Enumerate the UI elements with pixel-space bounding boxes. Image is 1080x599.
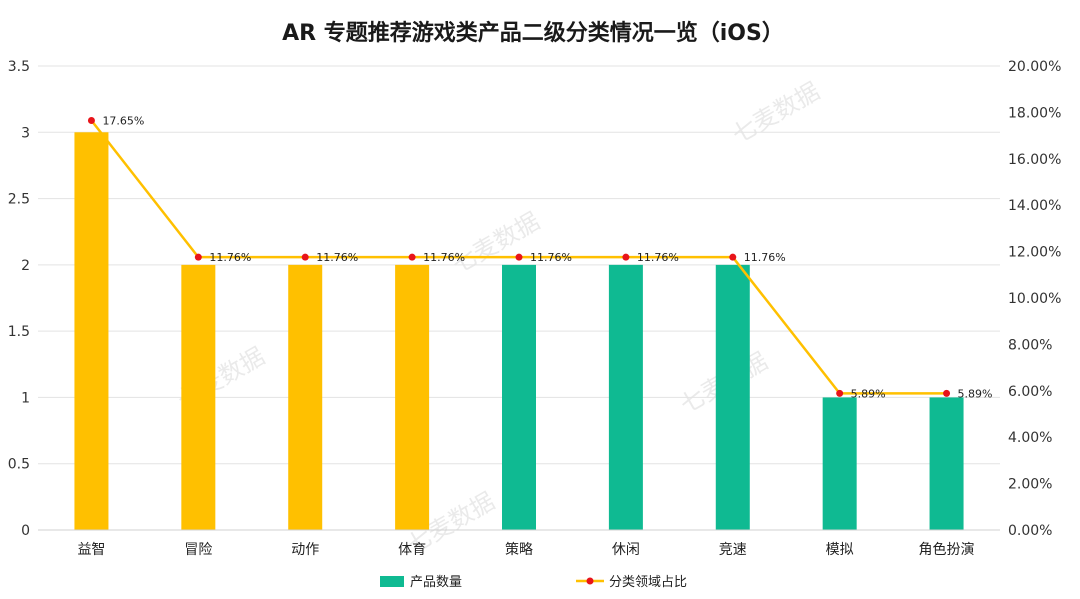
right-tick-label: 2.00% (1008, 477, 1052, 493)
data-label: 11.76% (637, 251, 679, 264)
right-tick-label: 4.00% (1008, 430, 1052, 446)
data-label: 5.89% (958, 387, 993, 400)
line-series: 17.65% 11.76% 11.76% 11.76% 11.76% 11.76% 11.7… (87, 115, 993, 400)
bar-策略 (502, 264, 536, 530)
bar-休闲 (608, 264, 643, 530)
data-label: 11.76% (744, 251, 786, 264)
line-marker (943, 389, 951, 397)
left-axis: 0 0.5 1 1.5 2 2.5 3 3.5 (8, 59, 30, 539)
right-tick-label: 6.00% (1008, 384, 1052, 400)
left-tick-label: 0 (21, 523, 30, 539)
left-tick-label: 3.5 (8, 59, 30, 75)
legend-line-label: 分类领域占比 (609, 575, 687, 590)
line-marker (622, 253, 630, 261)
left-tick-label: 1.5 (8, 324, 30, 340)
category-label: 竞速 (719, 541, 747, 558)
left-tick-label: 0.5 (8, 457, 30, 473)
right-tick-label: 16.00% (1008, 152, 1061, 168)
right-tick-label: 14.00% (1008, 198, 1061, 214)
category-label: 冒险 (184, 542, 212, 558)
category-label: 益智 (77, 542, 105, 558)
right-tick-label: 8.00% (1008, 337, 1052, 353)
bar-series (74, 132, 964, 531)
line-marker (515, 253, 523, 261)
legend: 产品数量 分类领域占比 (380, 575, 687, 590)
right-tick-label: 20.00% (1008, 59, 1061, 75)
bar-体育 (395, 264, 430, 530)
bar-模拟 (822, 397, 857, 530)
right-tick-label: 18.00% (1008, 105, 1061, 121)
legend-bar-swatch (380, 576, 404, 587)
category-label: 策略 (505, 541, 533, 558)
x-axis: 益智 冒险 动作 体育 策略 休闲 竞速 模拟 角色扮演 (38, 529, 1000, 558)
right-axis: 0.00% 2.00% 4.00% 6.00% 8.00% 10.00% 12.00% 14.… (1008, 59, 1061, 539)
bar-竞速 (715, 264, 750, 530)
line-marker (836, 389, 844, 397)
left-tick-label: 2.5 (8, 192, 30, 208)
bar-冒险 (181, 264, 216, 530)
right-tick-label: 0.00% (1008, 523, 1052, 539)
data-label: 5.89% (851, 387, 886, 400)
left-tick-label: 2 (21, 258, 30, 274)
data-label: 11.76% (209, 251, 251, 264)
data-label: 11.76% (530, 251, 572, 264)
left-tick-label: 1 (21, 390, 30, 406)
bar-动作 (288, 264, 323, 530)
bar-益智 (74, 132, 109, 531)
line-marker (87, 117, 95, 125)
right-tick-label: 10.00% (1008, 291, 1061, 307)
line-marker (194, 253, 202, 261)
data-label: 17.65% (102, 115, 144, 128)
left-tick-label: 3 (21, 125, 30, 141)
category-label: 模拟 (826, 542, 854, 558)
bar-角色扮演 (929, 397, 964, 530)
line-marker (729, 253, 737, 261)
category-label: 体育 (398, 542, 426, 558)
line-marker (301, 253, 309, 261)
chart-title: AR 专题推荐游戏类产品二级分类情况一览（iOS） (282, 20, 784, 46)
category-label: 休闲 (612, 542, 640, 558)
data-label: 11.76% (316, 251, 358, 264)
legend-bar-label: 产品数量 (410, 575, 462, 590)
category-label: 角色扮演 (919, 541, 975, 558)
watermark-1: 七麦数据 (727, 77, 824, 149)
legend-line-marker (586, 577, 594, 585)
right-tick-label: 12.00% (1008, 245, 1061, 261)
data-label: 11.76% (423, 251, 465, 264)
line-marker (408, 253, 416, 261)
category-label: 动作 (291, 542, 319, 558)
